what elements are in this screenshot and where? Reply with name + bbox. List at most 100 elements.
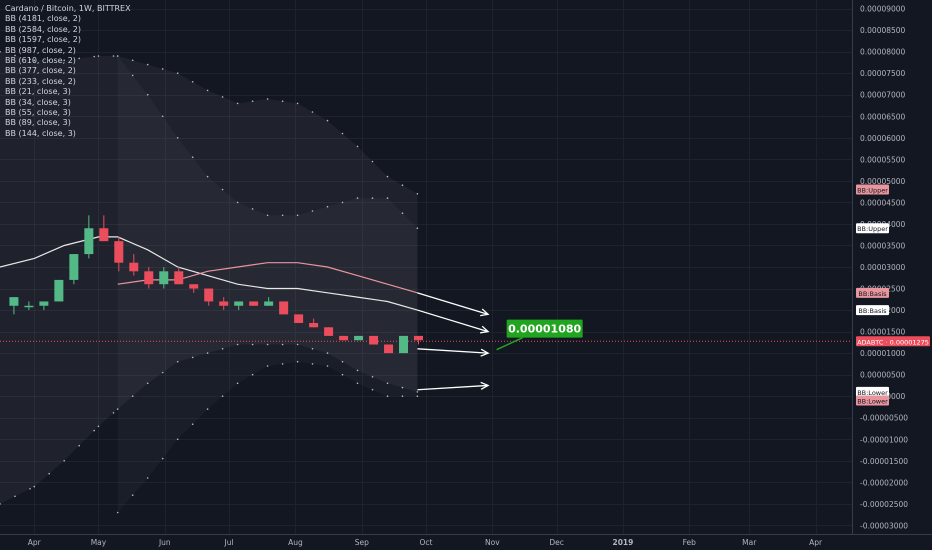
candle-body xyxy=(264,301,274,306)
indicator-label[interactable]: BB (987, close, 2) xyxy=(5,45,76,55)
inner-lower-dot xyxy=(131,494,134,497)
inner-upper-dot xyxy=(251,208,254,210)
outer-upper-dot xyxy=(281,100,284,102)
candle-body xyxy=(114,241,124,263)
outer-lower-dot xyxy=(401,386,404,389)
inner-lower-dot xyxy=(371,388,374,391)
candle-body xyxy=(399,335,409,354)
time-tick-label: Mar xyxy=(742,538,757,547)
outer-lower-dot xyxy=(33,485,36,488)
outer-lower-dot xyxy=(93,429,95,432)
candle-body xyxy=(69,254,79,280)
candle-body xyxy=(144,271,154,285)
indicator-label[interactable]: BB (144, close, 3) xyxy=(5,128,76,138)
series-label-pill xyxy=(856,287,889,298)
series-label-pill xyxy=(856,395,889,406)
outer-lower-dot xyxy=(341,360,344,363)
time-tick-label: May xyxy=(91,538,107,547)
chart-legend: Cardano / Bitcoin, 1W, BITTREX BB (4181,… xyxy=(5,4,131,139)
price-tick-label: 0.00008000 xyxy=(860,48,906,57)
series-label-pill xyxy=(856,184,889,195)
current-price-text: ADABTC · 0.00001275 xyxy=(857,338,929,346)
inner-lower-dot xyxy=(311,363,314,365)
inner-upper-dot xyxy=(341,201,344,204)
arrow-head xyxy=(480,325,490,334)
time-axis[interactable]: Apr May Jun Jul Aug Sep Oct Nov Dec 2019 Feb Mar Apr xyxy=(0,534,932,550)
indicator-label[interactable]: BB (34, close, 3) xyxy=(5,97,71,107)
outer-upper-dot xyxy=(326,119,329,122)
candle-body xyxy=(324,327,334,336)
outer-upper-dot xyxy=(131,59,134,62)
inner-lower-dot xyxy=(341,373,344,376)
indicator-label[interactable]: BB (377, close, 2) xyxy=(5,66,76,76)
projection-arrow xyxy=(417,292,489,315)
outer-lower-dot xyxy=(326,352,329,354)
outer-lower-dot xyxy=(206,352,209,354)
time-tick-label: Sep xyxy=(355,538,369,547)
candle-body xyxy=(219,301,229,306)
outer-upper-dot xyxy=(63,59,65,62)
outer-upper-dot xyxy=(33,59,36,62)
arrow-head xyxy=(480,348,490,357)
outer-lower-dot xyxy=(416,391,419,393)
inner-lower-dot xyxy=(206,408,209,410)
outer-lower-dot xyxy=(131,395,134,398)
outer-lower-dot xyxy=(281,343,284,346)
price-tick-label: -0.00000500 xyxy=(860,414,908,423)
price-tick-label: 0.00000500 xyxy=(860,371,906,380)
time-tick-label: Jun xyxy=(158,538,171,547)
indicator-label[interactable]: BB (89, close, 3) xyxy=(5,118,71,128)
candle-body xyxy=(174,271,184,285)
outer-lower-dot xyxy=(251,343,254,346)
inner-lower-dot xyxy=(161,457,164,460)
outer-upper-dot xyxy=(356,145,359,148)
indicator-label[interactable]: BB (2584, close, 2) xyxy=(5,24,81,34)
inner-lower-dot xyxy=(146,477,149,479)
inner-upper-dot xyxy=(161,115,164,118)
indicator-label[interactable]: BB (55, close, 3) xyxy=(5,107,71,117)
candle-body xyxy=(9,297,19,306)
inner-upper-dot xyxy=(266,214,269,217)
outer-upper-dot xyxy=(161,68,164,70)
outer-upper-dot xyxy=(386,175,389,178)
price-tick-label: -0.00001500 xyxy=(860,457,908,466)
price-axis-background xyxy=(852,0,932,534)
candle-body xyxy=(204,288,214,302)
symbol-title[interactable]: Cardano / Bitcoin, 1W, BITTREX xyxy=(5,4,131,13)
price-tick-label: -0.00002000 xyxy=(860,478,908,487)
indicator-label[interactable]: BB (1597, close, 2) xyxy=(5,35,81,45)
price-axis[interactable]: 0.00009000 0.00008500 0.00008000 0.00007500… xyxy=(852,0,932,534)
candle-body xyxy=(384,344,394,354)
indicator-label[interactable]: BB (610, close, 2) xyxy=(5,55,76,65)
outer-lower-dot xyxy=(296,343,299,346)
inner-lower-dot xyxy=(116,511,119,514)
inner-lower-dot xyxy=(266,365,269,367)
current-price-pill xyxy=(856,336,930,347)
indicator-label[interactable]: BB (4181, close, 2) xyxy=(5,14,81,24)
outer-upper-dot xyxy=(311,111,314,113)
inner-lower-dot xyxy=(386,395,389,398)
price-tick-label: 0.00007000 xyxy=(860,91,906,100)
outer-upper-dot xyxy=(14,54,16,57)
inner-upper-dot xyxy=(176,137,179,139)
outer-upper-dot xyxy=(97,55,100,57)
inner-upper-dot xyxy=(221,188,224,191)
price-tick-label: 0.00003000 xyxy=(860,263,906,272)
arrow-head xyxy=(480,308,490,317)
arrow-head xyxy=(480,381,490,390)
outer-lower-dot xyxy=(116,408,119,410)
price-tick-label: 0.00006000 xyxy=(860,134,906,143)
series-label-text: BB:Upper xyxy=(857,225,888,233)
bollinger-bands xyxy=(0,50,419,514)
series-label-pill xyxy=(856,386,889,397)
indicator-label[interactable]: BB (233, close, 2) xyxy=(5,76,76,86)
candle-body xyxy=(159,271,169,285)
outer-upper-dot xyxy=(48,59,50,62)
outer-upper-dot xyxy=(176,72,179,74)
candle-body xyxy=(39,301,49,306)
outer-upper-dot xyxy=(416,193,419,195)
indicator-label[interactable]: BB (21, close, 3) xyxy=(5,87,71,97)
outer-upper-dot xyxy=(296,102,299,105)
outer-upper-dot xyxy=(371,160,374,163)
